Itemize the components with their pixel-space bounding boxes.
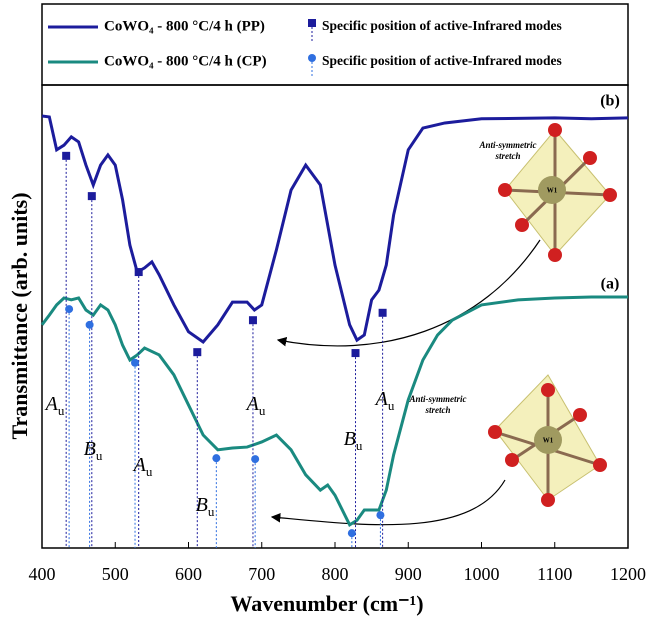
legend-marker bbox=[308, 19, 316, 27]
mode-label: Bu bbox=[84, 438, 103, 463]
mode-label: Au bbox=[44, 393, 65, 418]
x-tick-label: 1200 bbox=[610, 564, 646, 584]
mode-label-subscript: u bbox=[356, 438, 363, 453]
mode-label-symbol: A bbox=[245, 393, 260, 415]
inset-octahedron bbox=[488, 374, 607, 507]
mode-marker bbox=[376, 511, 385, 520]
mode-label-symbol: A bbox=[44, 393, 59, 415]
x-tick-label: 400 bbox=[29, 564, 56, 584]
mode-label-symbol: B bbox=[196, 494, 208, 516]
curve-label: (b) bbox=[600, 93, 620, 110]
legend-label: Specific position of active-Infrared mod… bbox=[322, 18, 562, 33]
x-tick-label: 1000 bbox=[464, 564, 500, 584]
mode-label-subscript: u bbox=[96, 448, 103, 463]
mode-marker bbox=[62, 151, 71, 160]
mode-label-subscript: u bbox=[146, 464, 153, 479]
x-tick-label: 500 bbox=[102, 564, 129, 584]
arrow bbox=[270, 479, 506, 526]
atom-label: W1 bbox=[547, 187, 558, 195]
inset-octahedron bbox=[498, 123, 617, 262]
mode-label-subscript: u bbox=[388, 398, 395, 413]
mode-label: Bu bbox=[344, 428, 363, 453]
mode-marker bbox=[87, 192, 96, 201]
mode-marker bbox=[131, 358, 140, 367]
mode-marker bbox=[251, 455, 260, 464]
legend-label: Specific position of active-Infrared mod… bbox=[322, 53, 562, 68]
mode-marker bbox=[351, 349, 360, 358]
mode-label-subscript: u bbox=[58, 403, 65, 418]
mode-label-symbol: B bbox=[84, 438, 96, 460]
inset-caption: Anti-symmetric bbox=[479, 140, 537, 150]
y-axis-label: Transmittance (arb. units) bbox=[7, 192, 32, 439]
mode-marker bbox=[193, 348, 202, 357]
mode-marker bbox=[248, 316, 257, 325]
x-tick-label: 1100 bbox=[537, 564, 572, 584]
mode-label: Au bbox=[132, 454, 153, 479]
mode-marker bbox=[85, 320, 94, 329]
legend-marker bbox=[308, 54, 316, 62]
arrow bbox=[276, 239, 541, 347]
inset-caption: stretch bbox=[424, 405, 450, 415]
line bbox=[40, 295, 628, 528]
x-tick-label: 900 bbox=[395, 564, 422, 584]
mode-marker bbox=[212, 454, 221, 463]
mode-label: Au bbox=[245, 393, 266, 418]
mode-marker bbox=[347, 529, 356, 538]
mode-marker bbox=[378, 308, 387, 317]
mode-label-symbol: A bbox=[374, 388, 389, 410]
mode-marker bbox=[134, 268, 143, 277]
inset-caption: Anti-symmetric bbox=[409, 394, 467, 404]
legend-label: CoWO₄ - 800 °C/4 h (PP) bbox=[104, 18, 265, 34]
mode-label: Au bbox=[374, 388, 395, 413]
atom-label: W1 bbox=[543, 437, 554, 445]
mode-label: Bu bbox=[196, 494, 215, 519]
inset-caption: stretch bbox=[494, 151, 520, 161]
mode-label-subscript: u bbox=[259, 403, 266, 418]
mode-label-symbol: B bbox=[344, 428, 356, 450]
x-axis-label: Wavenumber (cm⁻¹) bbox=[230, 591, 423, 616]
x-tick-label: 700 bbox=[248, 564, 275, 584]
x-tick-label: 600 bbox=[175, 564, 202, 584]
curve-label: (a) bbox=[601, 276, 620, 293]
mode-label-symbol: A bbox=[132, 454, 147, 476]
mode-marker bbox=[65, 305, 74, 314]
line bbox=[41, 114, 629, 344]
x-tick-label: 800 bbox=[322, 564, 349, 584]
mode-label-subscript: u bbox=[208, 504, 215, 519]
legend-frame bbox=[41, 3, 629, 86]
legend-label: CoWO₄ - 800 °C/4 h (CP) bbox=[104, 53, 267, 69]
